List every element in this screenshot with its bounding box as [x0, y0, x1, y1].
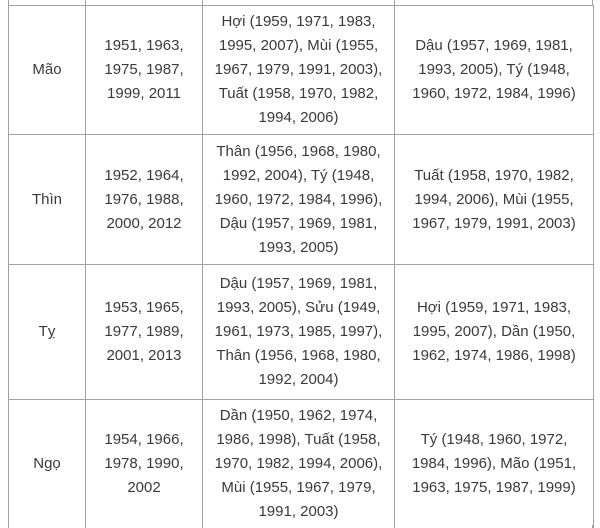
table-row: Ngọ 1954, 1966, 1978, 1990, 2002 Dần (19… — [8, 399, 594, 528]
border-stub-line — [202, 0, 203, 5]
border-stub-line — [394, 525, 395, 528]
group1-cell: Thân (1956, 1968, 1980, 1992, 2004), Tý … — [202, 134, 395, 265]
years-cell: 1951, 1963, 1975, 1987, 1999, 2011 — [85, 5, 203, 135]
group2-cell: Dậu (1957, 1969, 1981, 1993, 2005), Tý (… — [394, 5, 594, 135]
years-cell: 1953, 1965, 1977, 1989, 2001, 2013 — [85, 264, 203, 400]
border-stub-line — [592, 0, 593, 5]
border-stub-line — [8, 525, 9, 528]
zodiac-cell: Thìn — [8, 134, 86, 265]
zodiac-cell: Tỵ — [8, 264, 86, 400]
table-row: Mão 1951, 1963, 1975, 1987, 1999, 2011 H… — [8, 5, 594, 135]
border-stub-line — [394, 0, 395, 5]
border-stub-line — [85, 525, 86, 528]
years-cell: 1954, 1966, 1978, 1990, 2002 — [85, 399, 203, 528]
border-stub-line — [85, 0, 86, 5]
table-row: Thìn 1952, 1964, 1976, 1988, 2000, 2012 … — [8, 134, 594, 265]
zodiac-cell: Ngọ — [8, 399, 86, 528]
border-stub-line — [202, 525, 203, 528]
group1-cell: Dần (1950, 1962, 1974, 1986, 1998), Tuất… — [202, 399, 395, 528]
group2-cell: Tý (1948, 1960, 1972, 1984, 1996), Mão (… — [394, 399, 594, 528]
border-stub-line — [592, 525, 593, 528]
border-stub-line — [8, 0, 9, 5]
group1-cell: Hợi (1959, 1971, 1983, 1995, 2007), Mùi … — [202, 5, 395, 135]
zodiac-cell: Mão — [8, 5, 86, 135]
years-cell: 1952, 1964, 1976, 1988, 2000, 2012 — [85, 134, 203, 265]
zodiac-table: Mão 1951, 1963, 1975, 1987, 1999, 2011 H… — [8, 5, 594, 528]
group2-cell: Tuất (1958, 1970, 1982, 1994, 2006), Mùi… — [394, 134, 594, 265]
group1-cell: Dậu (1957, 1969, 1981, 1993, 2005), Sửu … — [202, 264, 395, 400]
table-row: Tỵ 1953, 1965, 1977, 1989, 2001, 2013 Dậ… — [8, 264, 594, 400]
group2-cell: Hợi (1959, 1971, 1983, 1995, 2007), Dần … — [394, 264, 594, 400]
